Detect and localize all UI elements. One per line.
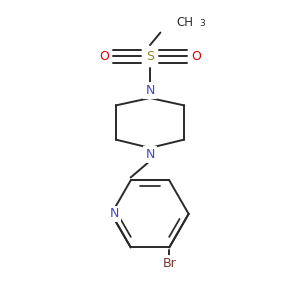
Text: 3: 3 [199,19,205,28]
Text: N: N [145,84,155,97]
Text: O: O [191,50,201,63]
Text: CH: CH [177,16,194,29]
Text: S: S [146,50,154,63]
Text: N: N [145,148,155,161]
Text: Br: Br [162,257,176,270]
Text: N: N [110,207,119,220]
Text: O: O [99,50,109,63]
